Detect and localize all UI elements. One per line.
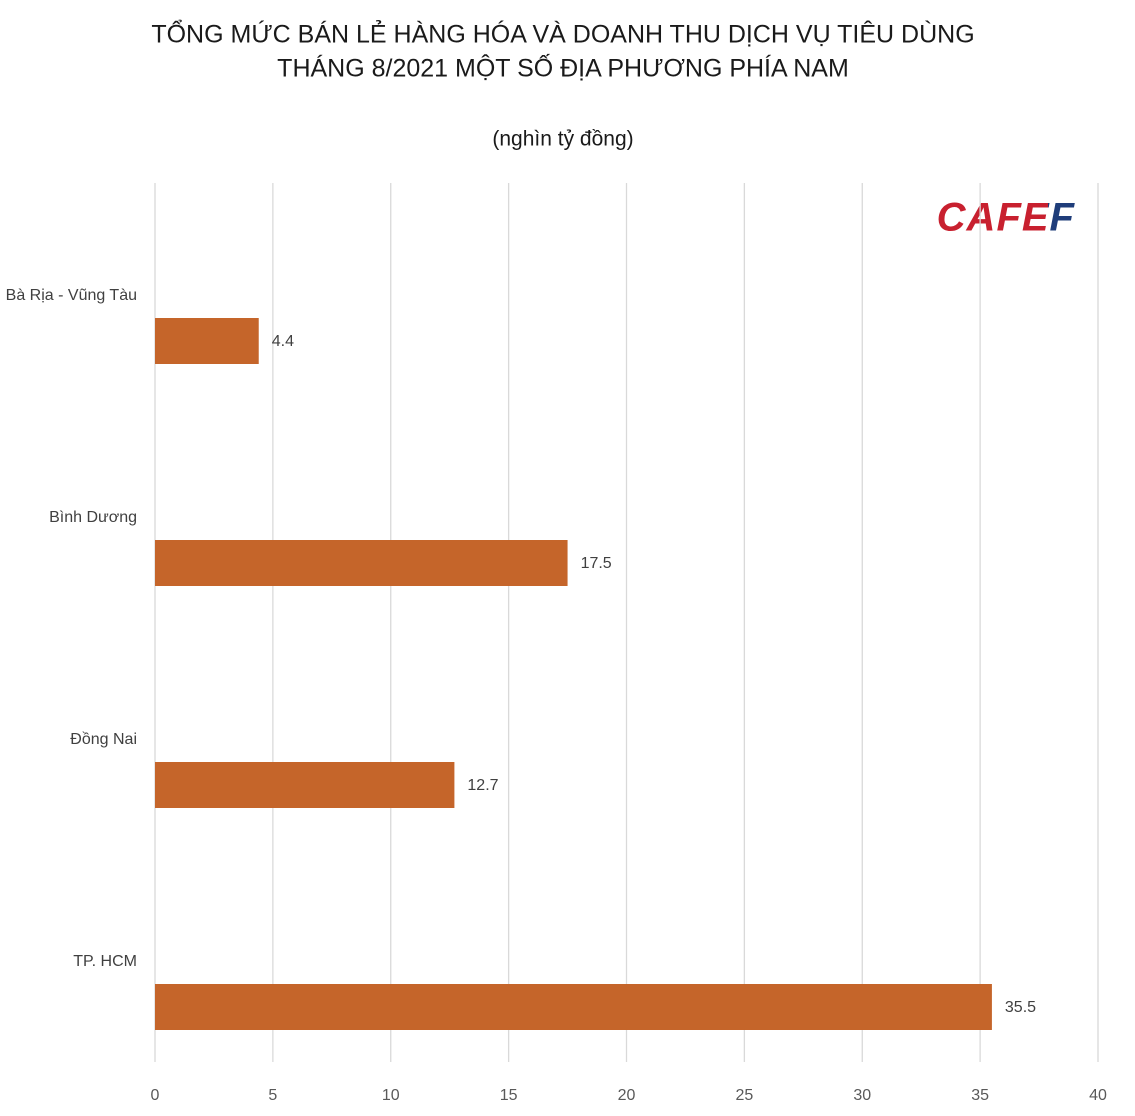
y-tick-label: Bà Rịa - Vũng Tàu	[6, 287, 137, 304]
value-label: 4.4	[272, 333, 294, 350]
bar	[155, 762, 455, 808]
y-tick-label: Đồng Nai	[70, 731, 137, 748]
bar	[155, 540, 568, 586]
plot-area: 0 5 10 15 20 25 30 35 40 Bà Rịa - Vũng Tàu 4.4 Bình…	[6, 183, 1107, 1104]
x-tick-label: 35	[971, 1087, 989, 1104]
x-tick-label: 5	[268, 1087, 277, 1104]
chart-title: TỔNG MỨC BÁN LẺ HÀNG HÓA VÀ DOANH THU DỊ…	[151, 19, 974, 49]
bar	[155, 318, 259, 364]
x-tick-label: 30	[853, 1087, 871, 1104]
value-label: 35.5	[1005, 999, 1036, 1016]
value-label: 17.5	[581, 555, 612, 572]
value-label: 12.7	[467, 777, 498, 794]
bar	[155, 984, 992, 1030]
x-tick-label: 25	[735, 1087, 753, 1104]
x-tick-label: 40	[1089, 1087, 1107, 1104]
logo: CAFEF	[937, 196, 1076, 240]
chart-title: THÁNG 8/2021 MỘT SỐ ĐỊA PHƯƠNG PHÍA NAM	[277, 53, 849, 83]
chart-subtitle: (nghìn tỷ đồng)	[492, 128, 633, 151]
y-tick-label: Bình Dương	[49, 509, 137, 526]
x-tick-label: 10	[382, 1087, 400, 1104]
x-tick-label: 20	[618, 1087, 636, 1104]
x-tick-label: 15	[500, 1087, 518, 1104]
x-tick-label: 0	[151, 1087, 160, 1104]
y-tick-label: TP. HCM	[73, 953, 137, 970]
